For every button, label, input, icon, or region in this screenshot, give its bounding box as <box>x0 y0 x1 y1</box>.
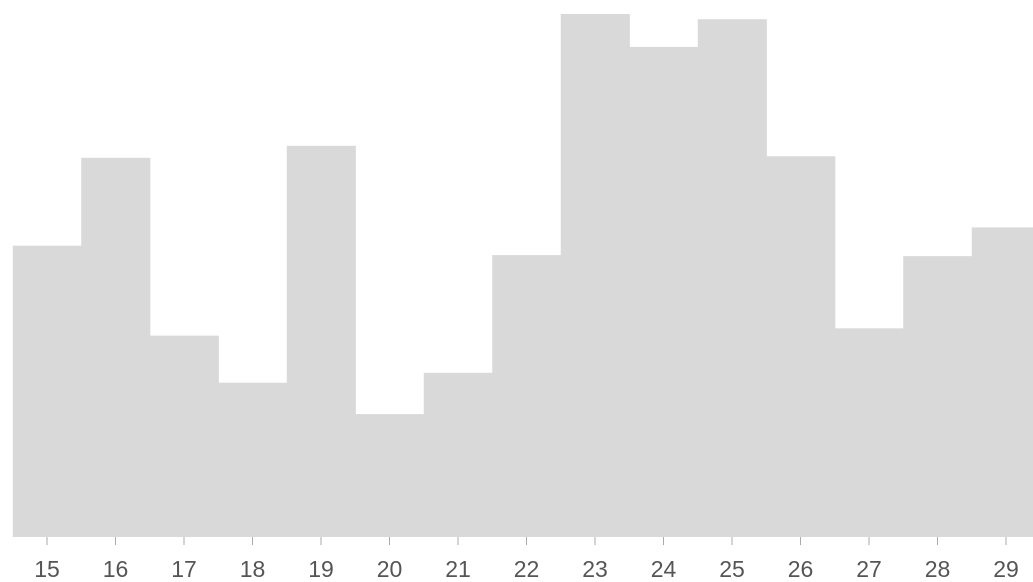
x-tick-label-28: 28 <box>925 556 951 582</box>
bar-24 <box>629 46 699 537</box>
x-tick-label-19: 19 <box>308 556 334 582</box>
bar-18 <box>218 382 288 537</box>
bar-20 <box>355 414 425 537</box>
bar-28 <box>903 256 973 537</box>
x-tick-label-22: 22 <box>514 556 540 582</box>
x-tick-label-25: 25 <box>719 556 745 582</box>
bar-26 <box>766 156 836 537</box>
bar-19 <box>286 145 356 538</box>
x-tick-label-20: 20 <box>377 556 403 582</box>
x-axis-labels: 15 16 17 18 19 20 21 22 23 24 25 26 27 28 29 <box>34 556 1019 582</box>
x-axis-ticks <box>46 537 1007 545</box>
x-tick-label-24: 24 <box>651 556 677 582</box>
x-tick-label-26: 26 <box>788 556 814 582</box>
bar-22 <box>492 255 562 537</box>
bar-21 <box>423 372 493 537</box>
x-tick-label-18: 18 <box>240 556 266 582</box>
x-tick-label-29: 29 <box>993 556 1019 582</box>
bar-23 <box>560 14 630 537</box>
x-tick-label-15: 15 <box>34 556 60 582</box>
bar-27 <box>834 328 904 537</box>
x-tick-label-17: 17 <box>171 556 197 582</box>
bar-16 <box>81 157 151 537</box>
x-tick-label-21: 21 <box>445 556 471 582</box>
x-tick-label-16: 16 <box>103 556 129 582</box>
bar-29 <box>971 227 1033 537</box>
x-tick-label-27: 27 <box>856 556 882 582</box>
bar-25 <box>697 19 767 538</box>
bar-15 <box>12 245 82 537</box>
x-tick-label-23: 23 <box>582 556 608 582</box>
bar-17 <box>149 335 219 537</box>
bars-layer <box>12 14 1033 538</box>
